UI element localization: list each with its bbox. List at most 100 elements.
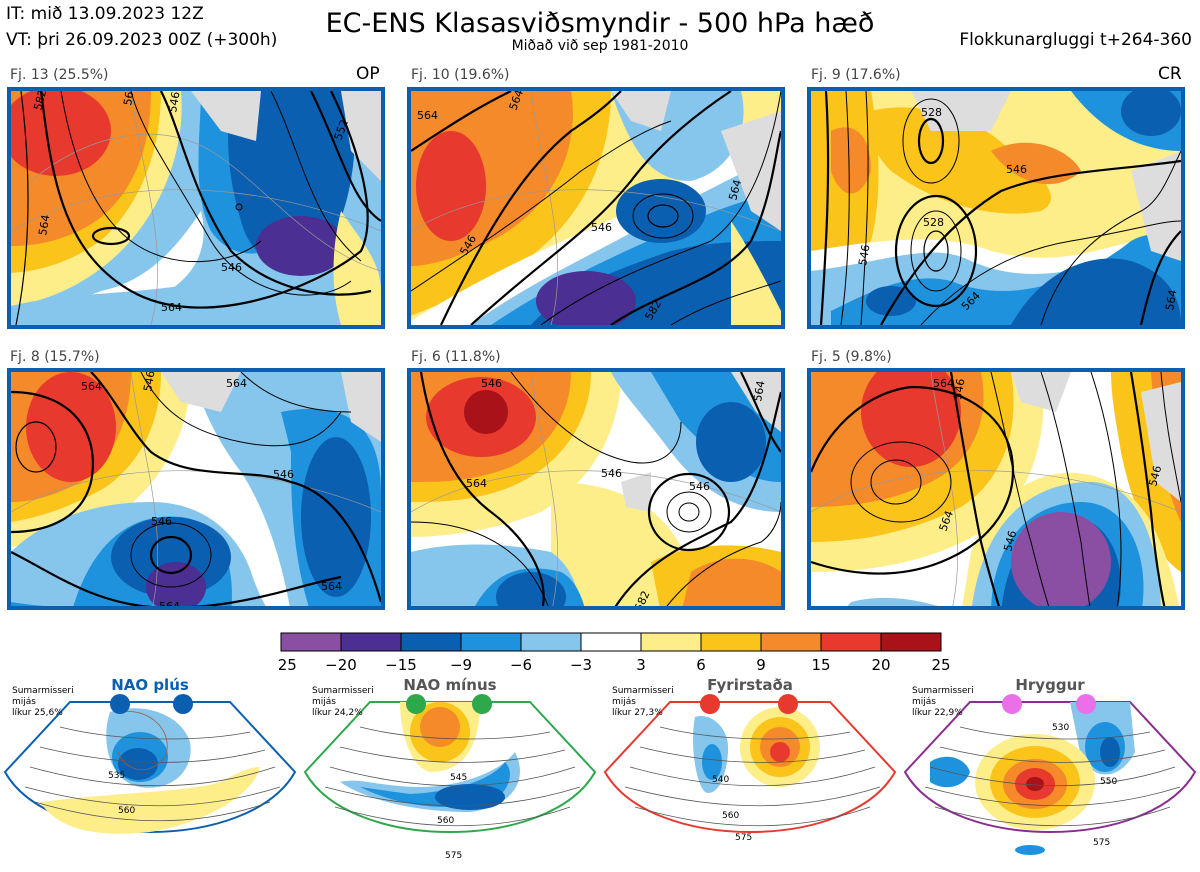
contour-label: 564 — [321, 580, 342, 593]
colorbar-tick-label: −6 — [510, 656, 532, 672]
regime-prob: líkur 22,9% — [912, 708, 963, 718]
colorbar-swatch — [580, 632, 642, 652]
contour-label: 528 — [923, 216, 944, 229]
cluster-map-4-svg: 564 546 564 546 546 564 564 — [11, 372, 381, 606]
regime-contour-label: 560 — [437, 816, 454, 826]
contour-label: 564 — [466, 477, 487, 490]
regime-contour-label: 575 — [445, 851, 462, 861]
regime-avg: mijás — [12, 697, 36, 707]
regime-ridge-map: 530 550 575 — [903, 694, 1197, 855]
contour-label: 582 — [31, 91, 49, 112]
regime-avg: mijás — [312, 697, 336, 707]
regime-title: Hryggur — [1015, 676, 1085, 694]
regime-nao-plus: 535 560 NAO plús Sumarmisseri mijás líku… — [0, 672, 300, 872]
panel-2-label: Fj. 10 (19.6%) — [411, 67, 510, 83]
contour-label: 564 — [36, 214, 52, 237]
colorbar-swatch — [880, 632, 942, 652]
regime-nao-minus-map: 545 560 575 — [303, 694, 597, 861]
contour-label: 546 — [141, 372, 157, 393]
panel-1-label: Fj. 13 (25.5%) — [10, 67, 109, 83]
contour-label: 564 — [226, 377, 247, 390]
valid-time: VT: þri 26.09.2023 00Z (+300h) — [6, 30, 278, 50]
regime-contour-label: 575 — [1093, 838, 1110, 848]
colorbar-tick-label: 6 — [696, 656, 706, 672]
contour-label: 564 — [417, 109, 438, 122]
contour-label: 546 — [221, 261, 242, 274]
colorbar-swatch — [400, 632, 462, 652]
colorbar-tick-label: −3 — [570, 656, 592, 672]
contour-label: 564 — [161, 301, 182, 314]
contour-label: 564 — [726, 178, 744, 202]
colorbar-swatch — [460, 632, 522, 652]
contour-label: 546 — [151, 515, 172, 528]
contour-label: 546 — [951, 378, 967, 401]
regime-nao-plus-map: 535 560 — [3, 694, 297, 834]
contour-label: 546 — [1001, 529, 1019, 553]
colorbar-ticks: −25 −20 −15 −9 −6 −3 3 6 9 15 20 25 — [279, 656, 951, 672]
cluster-map-2: 564 564 546 546 564 582 — [407, 87, 785, 329]
regime-contour-label: 550 — [1100, 777, 1117, 787]
regime-marker-dot — [110, 694, 130, 714]
colorbar-swatch — [520, 632, 582, 652]
contour-label: 564 — [1163, 289, 1179, 312]
regime-marker-dot — [700, 694, 720, 714]
contour-label: 528 — [921, 106, 942, 119]
regime-prob: líkur 25,6% — [12, 708, 63, 718]
regime-ridge: 530 550 575 Hryggur Sumarmisseri mijás l… — [900, 672, 1200, 872]
colorbar-swatch — [280, 632, 342, 652]
regime-marker-dot — [1002, 694, 1022, 714]
panel-1-tag: OP — [356, 64, 380, 84]
regime-contour-label: 545 — [450, 773, 467, 783]
regime-contour-label: 575 — [735, 833, 752, 843]
cluster-map-5: 546 564 546 546 564 582 — [407, 368, 785, 610]
contour-label: 546 — [273, 468, 294, 481]
cluster-map-4: 564 546 564 546 546 564 564 — [7, 368, 385, 610]
panel-6-label: Fj. 5 (9.8%) — [811, 349, 892, 365]
page-subtitle: Miðað við sep 1981-2010 — [511, 38, 689, 54]
regime-season: Sumarmisseri — [612, 686, 674, 696]
contour-label: 546 — [166, 91, 182, 114]
contour-label: 564 — [933, 377, 954, 390]
regime-contour-label: 560 — [722, 811, 739, 821]
cluster-map-2-svg: 564 564 546 546 564 582 — [411, 91, 781, 325]
regime-marker-dot — [1076, 694, 1096, 714]
regime-info: Sumarmisseri mijás líkur 24,2% — [312, 686, 374, 719]
contour-label: 546 — [481, 377, 502, 390]
regime-blocking: 540 560 575 Fyrirstaða Sumarmisseri mijá… — [600, 672, 900, 872]
regime-contour-label: 540 — [712, 775, 729, 785]
colorbar-tick-label: 25 — [931, 656, 950, 672]
regime-marker-dot — [406, 694, 426, 714]
colorbar-tick-label: 3 — [636, 656, 646, 672]
contour-label: 546 — [591, 221, 612, 234]
panel-5-label: Fj. 6 (11.8%) — [411, 349, 501, 365]
contour-label: 546 — [601, 467, 622, 480]
regime-nao-minus: 545 560 575 NAO mínus Sumarmisseri mijás… — [300, 672, 600, 872]
colorbar-tick-label: 15 — [811, 656, 830, 672]
regime-prob: líkur 27,3% — [612, 708, 663, 718]
regime-blocking-map: 540 560 575 — [603, 694, 897, 843]
classification-window: Flokkunargluggi t+264-360 — [959, 30, 1192, 50]
cluster-map-1: 582 564 546 564 546 564 552 — [7, 87, 385, 329]
page-title: EC-ENS Klasasviðsmyndir - 500 hPa hæð — [325, 8, 875, 39]
regime-season: Sumarmisseri — [12, 686, 74, 696]
regime-avg: mijás — [912, 697, 936, 707]
regime-marker-dot — [778, 694, 798, 714]
cluster-map-1-svg: 582 564 546 564 546 564 552 — [11, 91, 381, 325]
colorbar: −25 −20 −15 −9 −6 −3 3 6 9 15 20 25 — [279, 632, 951, 672]
panel-3-label: Fj. 9 (17.6%) — [811, 67, 901, 83]
contour-label: 546 — [856, 244, 872, 267]
regime-contour-label: 530 — [1052, 723, 1069, 733]
colorbar-tick-label: 20 — [871, 656, 890, 672]
cluster-map-3: 528 528 546 546 564 564 — [807, 87, 1185, 329]
colorbar-tick-label: −15 — [385, 656, 417, 672]
contour-label: 564 — [121, 91, 137, 107]
regime-contour-label: 560 — [118, 806, 135, 816]
contour-label: 546 — [1146, 464, 1164, 488]
colorbar-tick-label: 9 — [756, 656, 766, 672]
contour-label: 564 — [81, 380, 102, 393]
colorbar-tick-label: −20 — [325, 656, 357, 672]
colorbar-swatches — [280, 632, 942, 652]
contour-label: 546 — [1006, 163, 1027, 176]
regime-info: Sumarmisseri mijás líkur 25,6% — [12, 686, 74, 719]
panel-3-tag: CR — [1158, 64, 1182, 84]
